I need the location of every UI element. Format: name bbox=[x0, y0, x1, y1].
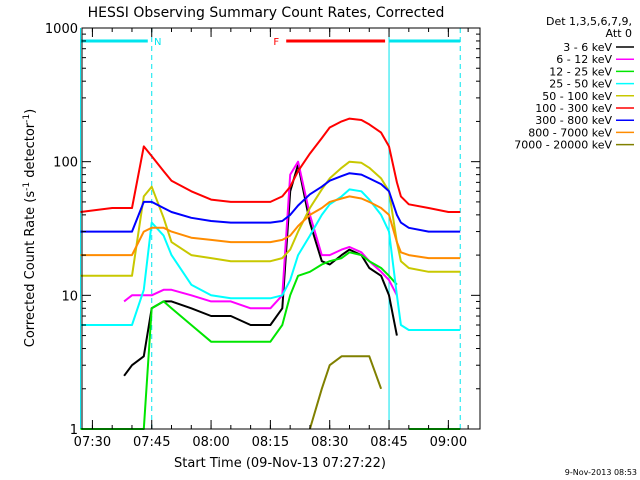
annotation-label-f: F bbox=[273, 37, 279, 48]
y-axis: 1 10 100 1000 bbox=[45, 22, 480, 438]
y-tick-label: 1000 bbox=[45, 22, 78, 37]
legend-label-3: 25 - 50 keV bbox=[549, 78, 612, 91]
y-axis-label-end: ) bbox=[23, 109, 38, 114]
series-line-5 bbox=[80, 117, 461, 213]
legend-label-1: 6 - 12 keV bbox=[556, 53, 612, 66]
series-line-6 bbox=[80, 172, 461, 233]
chart-title: HESSI Observing Summary Count Rates, Cor… bbox=[88, 5, 445, 21]
series-line-8 bbox=[308, 355, 383, 430]
x-tick-label: 08:45 bbox=[370, 435, 407, 450]
y-axis-label-sup2: -1 bbox=[22, 114, 32, 123]
series-line-1 bbox=[123, 160, 398, 310]
y-axis-label: Corrected Count Rate (s-1 detector-1) bbox=[22, 109, 38, 347]
legend-label-2: 12 - 25 keV bbox=[549, 65, 612, 78]
y-tick-label: 10 bbox=[61, 289, 78, 304]
series-5 bbox=[80, 117, 461, 213]
x-tick-label: 09:00 bbox=[430, 435, 467, 450]
series-6 bbox=[80, 172, 461, 233]
series-3 bbox=[80, 188, 461, 331]
x-tick-label: 08:15 bbox=[252, 435, 289, 450]
legend-header-line2: Att 0 bbox=[606, 27, 632, 40]
x-tick-label: 08:00 bbox=[192, 435, 229, 450]
legend-label-0: 3 - 6 keV bbox=[563, 41, 612, 54]
y-tick-label: 1 bbox=[70, 423, 78, 438]
legend-label-8: 7000 - 20000 keV bbox=[514, 139, 612, 152]
legend-label-6: 300 - 800 keV bbox=[535, 114, 612, 127]
x-axis-label: Start Time (09-Nov-13 07:27:22) bbox=[174, 456, 386, 471]
x-tick-label: 08:30 bbox=[311, 435, 348, 450]
timestamp: 9-Nov-2013 08:53 bbox=[565, 468, 637, 477]
y-axis-label-main: Corrected Count Rate (s bbox=[23, 191, 38, 348]
legend-label-7: 800 - 7000 keV bbox=[528, 126, 612, 139]
y-tick-label: 100 bbox=[53, 156, 78, 171]
series-line-7 bbox=[80, 195, 461, 260]
series-7 bbox=[80, 195, 461, 260]
legend-header-line1: Det 1,3,5,6,7,9, bbox=[546, 15, 632, 28]
x-axis: 07:30 07:45 08:00 08:15 08:30 08:45 09:00 bbox=[74, 28, 469, 450]
series-8 bbox=[308, 355, 383, 430]
x-tick-label: 07:30 bbox=[74, 435, 111, 450]
y-axis-label-sup1: -1 bbox=[22, 182, 32, 191]
legend-label-5: 100 - 300 keV bbox=[535, 102, 612, 115]
y-axis-label-mid: detector bbox=[23, 122, 38, 182]
x-tick-label: 07:45 bbox=[133, 435, 170, 450]
series-1 bbox=[123, 160, 398, 310]
annotation-label-n: N bbox=[154, 37, 161, 48]
legend-label-4: 50 - 100 keV bbox=[542, 90, 612, 103]
plot-frame bbox=[81, 27, 481, 430]
series-line-3 bbox=[80, 188, 461, 331]
